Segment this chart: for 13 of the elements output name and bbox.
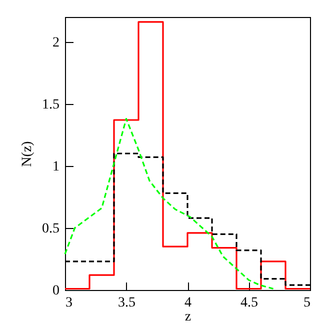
x-axis-title: z (184, 310, 192, 324)
x-tick-label: 3 (66, 296, 72, 310)
x-tick-label: 3.5 (118, 296, 136, 310)
x-tick-label: 5 (304, 296, 310, 310)
y-tick-label: 1 (52, 159, 60, 174)
y-tick-label: 0 (52, 284, 60, 298)
y-tick-label: 0.5 (42, 221, 60, 236)
line-series (64, 118, 274, 290)
y-tick-label: 1.5 (42, 97, 60, 112)
x-tick-label: 4.5 (240, 296, 258, 310)
y-tick-label: 2 (52, 35, 60, 50)
x-tick-label: 4 (184, 296, 192, 310)
y-axis-title: N(z) (20, 140, 35, 167)
